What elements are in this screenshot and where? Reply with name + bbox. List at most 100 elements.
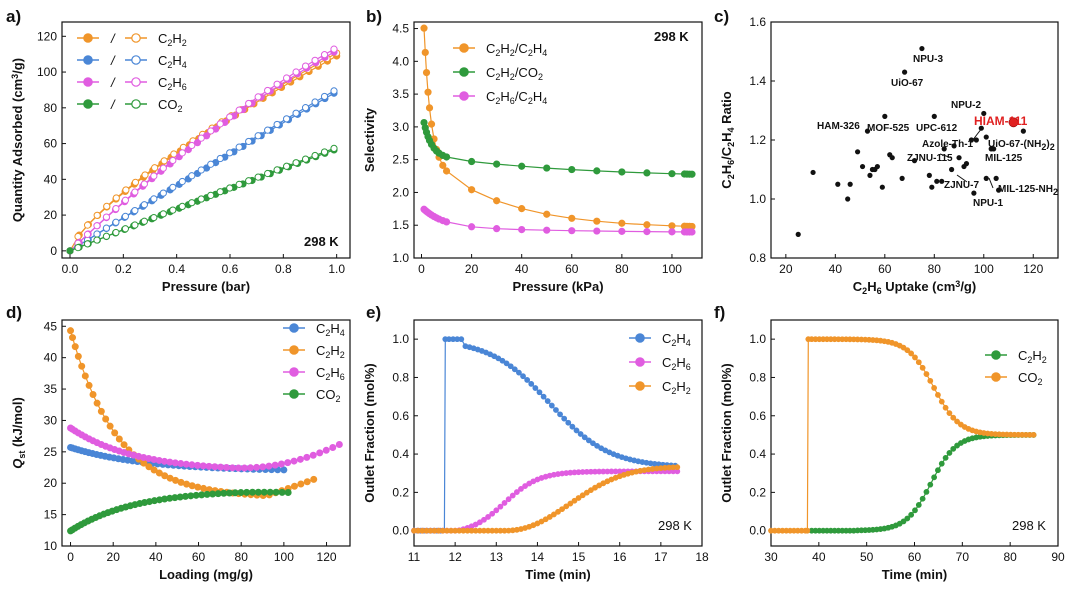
panel-c-point-11 — [879, 184, 885, 190]
panel-a-ytick-label-6: 120 — [37, 29, 57, 43]
panel-a-C2H4-des-point — [159, 189, 167, 197]
panel-c-label-6: Azole-Th-1 — [922, 139, 974, 150]
panel-b-series — [420, 24, 696, 236]
panel-d-C2H6-point — [284, 459, 292, 467]
panel-a-C2H2-filled-legend-marker — [83, 33, 93, 43]
panel-e-C2H6-point — [513, 489, 520, 495]
panel-c-xtick-label-3: 80 — [928, 262, 942, 276]
panel-a-C2H6-des-point — [83, 230, 92, 239]
panel-b-C2H2-CO2-point — [543, 164, 551, 172]
panel-f-legend-CO2: CO2 — [1018, 370, 1043, 387]
panel-a-C2H6-des-point — [245, 99, 253, 108]
panel-c-point-22 — [956, 155, 962, 161]
panel-a-CO2-des-point — [121, 225, 130, 233]
label-layer: 298 K a) Pressure (bar) Quantity Adsorbed (… — [6, 7, 1058, 582]
panel-d-C2H2-point — [188, 482, 196, 490]
panel-a-C2H6-hollow-legend-marker — [131, 77, 141, 87]
panel-a-legend-sep: / — [110, 53, 116, 68]
panel-e-C2H4-point — [553, 407, 559, 413]
panel-b-C2H2-C2H4-point — [618, 219, 626, 227]
panel-e-C2H4-point — [528, 380, 535, 387]
panel-b-C2H2-C2H4-point — [425, 104, 434, 112]
panel-b-C2H6-C2H4-point — [442, 218, 451, 226]
panel-b-C2H2-C2H4-point — [468, 186, 476, 194]
panel-b-xtick-label-0: 0 — [418, 262, 425, 276]
panel-d-ytick-label-6: 40 — [44, 351, 58, 365]
panel-e-C2H4-point — [511, 366, 518, 373]
panel-d-xtick-label-6: 120 — [317, 550, 337, 564]
panel-a-C2H2-des-point — [83, 221, 92, 229]
panel-e-C2H4-point — [507, 363, 514, 370]
panel-c-point-36 — [864, 128, 871, 134]
panel-a-C2H6-des-point — [150, 172, 158, 180]
panel-a-CO2-des-point — [320, 148, 329, 156]
panel-a-xtick-label-2: 0.4 — [168, 262, 185, 276]
panel-f-CO2-legend-marker — [991, 372, 1001, 382]
panel-d-C2H2-point — [71, 343, 79, 351]
panel-c-arrow-1 — [939, 153, 953, 159]
panel-b-ytick-label-5: 3.5 — [392, 87, 409, 101]
panel-c-label-2: MOF-525 — [867, 123, 910, 134]
panel-c-xtick-label-1: 40 — [829, 262, 843, 276]
panel-a-C2H4-des-point — [254, 132, 262, 140]
panel-b-C2H6-C2H4-point — [668, 228, 676, 236]
panel-d-C2H2-point — [194, 483, 202, 491]
panel-b-C2H2-C2H4-point — [543, 210, 551, 218]
panel-a-xlabel: Pressure (bar) — [162, 279, 250, 294]
panel-a-C2H4-des-point — [169, 183, 177, 191]
panel-b-C2H6-C2H4-point — [618, 227, 626, 235]
panel-e-C2H2-point — [567, 500, 574, 507]
panel-b-C2H2-C2H4-point — [420, 24, 428, 32]
panel-label-a: a) — [6, 7, 21, 26]
panel-a-C2H6-des-point — [320, 51, 329, 59]
panel-e-ytick-label-3: 0.6 — [392, 409, 409, 423]
panel-f-series — [768, 336, 1037, 534]
panel-c-label-7: UiO-67-(NH2)2 — [988, 139, 1055, 152]
panel-e-C2H4-point — [573, 427, 580, 434]
panel-b-C2H6-C2H4-point — [593, 227, 601, 235]
panel-a-C2H4-des-point — [330, 87, 338, 95]
panel-b-C2H2-C2H4-point — [593, 217, 601, 225]
panel-d-C2H6-point — [199, 462, 207, 470]
panel-d-C2H6-point — [205, 462, 213, 470]
panel-a-ytick-label-5: 100 — [37, 65, 57, 79]
panel-a-CO2-des-point — [112, 228, 120, 237]
panel-e-C2H6-point — [522, 483, 528, 489]
panel-e-C2H6-legend-marker — [635, 357, 645, 367]
panel-c-point-3 — [845, 196, 851, 202]
panel-e-xtick-label-3: 14 — [531, 550, 545, 564]
panel-a-series — [66, 45, 341, 255]
panel-e-C2H6-point — [501, 500, 508, 506]
panel-e-xtick-label-5: 16 — [613, 550, 627, 564]
panel-b-C2H2-CO2-point — [643, 169, 651, 177]
panel-f-CO2-point — [938, 398, 945, 405]
panel-c-point-0 — [795, 231, 801, 237]
panel-d-legend-C2H6: C2H6 — [316, 365, 345, 382]
panel-d-C2H6-point — [316, 449, 324, 457]
panel-d-C2H4-point — [280, 466, 288, 474]
panel-a-C2H6-filled-legend-marker — [83, 77, 93, 87]
panel-d-C2H2-point — [310, 475, 318, 483]
panel-d-CO2-point — [254, 488, 262, 496]
panel-d-C2H4-legend-marker — [289, 323, 299, 333]
panel-b-xtick-label-3: 60 — [565, 262, 579, 276]
panel-c-point-21 — [951, 143, 957, 149]
panel-a-C2H6-des-point — [131, 188, 139, 196]
panel-e-C2H2-legend-marker — [635, 381, 645, 391]
panel-d-C2H2-point — [115, 435, 123, 443]
panel-f-C2H2-point — [912, 507, 918, 514]
panel-a-ytick-label-4: 80 — [44, 101, 58, 115]
panel-d-xlabel: Loading (mg/g) — [159, 567, 253, 582]
panel-c-point-14 — [899, 175, 905, 181]
panel-c-arrow-3 — [988, 177, 994, 189]
panel-c-label-4: HAM-326 — [817, 121, 860, 132]
panel-c-point-20 — [949, 166, 955, 173]
panel-b-ytick-label-2: 2.0 — [392, 185, 409, 199]
panel-d-C2H6-point — [240, 464, 248, 472]
panel-f-xtick-label-1: 40 — [812, 550, 826, 564]
panel-d-C2H2-point — [78, 362, 86, 370]
panel-d-ytick-label-1: 15 — [44, 508, 58, 522]
panel-c-xtick-label-5: 120 — [1023, 262, 1043, 276]
panel-f-C2H2-line — [811, 434, 1034, 532]
panel-label-e: e) — [366, 303, 381, 322]
